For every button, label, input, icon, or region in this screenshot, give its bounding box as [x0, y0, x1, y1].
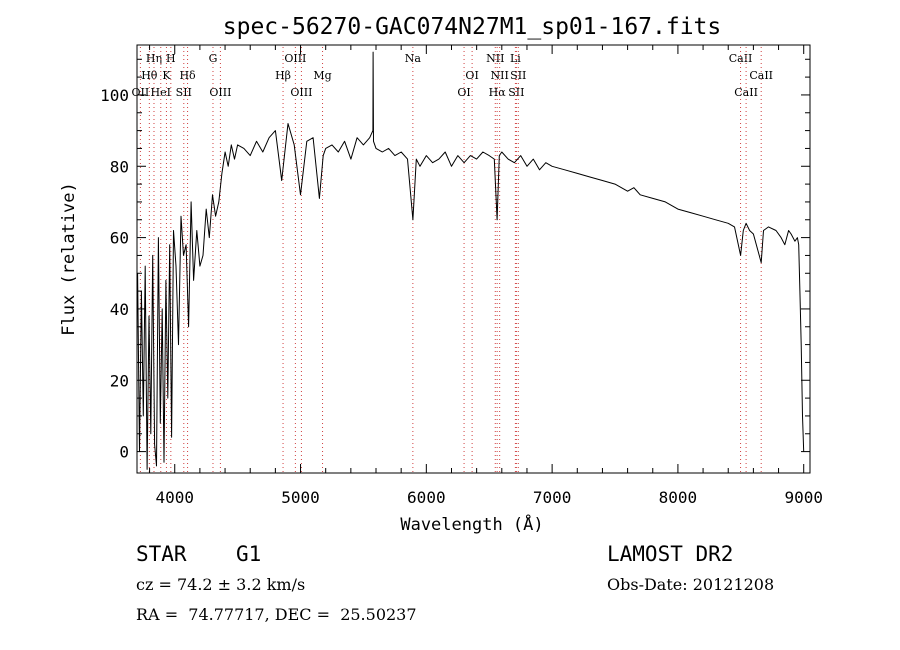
line-marker-label: OIII — [290, 86, 312, 99]
spectrum-series-line — [137, 51, 805, 470]
chart-title: spec-56270-GAC074N27M1_sp01-167.fits — [223, 14, 722, 40]
line-marker-label: NII — [486, 52, 504, 65]
line-marker-label: Na — [405, 52, 422, 65]
line-marker-label: SII — [508, 86, 524, 99]
x-axis-label: Wavelength (Å) — [400, 513, 543, 535]
line-marker-label: Mg — [313, 69, 331, 82]
line-marker-label: OI — [457, 86, 470, 99]
y-axis-label: Flux (relative) — [59, 182, 79, 336]
line-marker-label: OI — [465, 69, 478, 82]
x-tick-label: 4000 — [155, 488, 194, 507]
redshift-cz: cz = 74.2 ± 3.2 km/s — [136, 575, 306, 594]
x-axis: 4000 5000 6000 7000 8000 9000 — [149, 45, 823, 507]
plot-frame — [136, 44, 811, 474]
y-axis: 0 20 40 60 80 100 — [100, 58, 810, 462]
sky-coordinates: RA = 74.77717, DEC = 25.50237 — [136, 605, 417, 624]
line-marker-label: OIII — [209, 86, 231, 99]
x-tick-label: 9000 — [784, 488, 823, 507]
line-marker-label: Li — [510, 52, 521, 65]
line-marker-label: OII — [132, 86, 150, 99]
line-marker-label: SII — [176, 86, 192, 99]
y-tick-label: 20 — [110, 371, 129, 390]
y-tick-label: 40 — [110, 300, 129, 319]
x-tick-label: 5000 — [281, 488, 320, 507]
line-marker-label: Hη — [146, 52, 162, 65]
line-marker-label: K — [162, 69, 171, 82]
line-marker-label: Hβ — [275, 69, 291, 82]
line-marker-label: H — [166, 52, 176, 65]
line-marker-label: Hα — [489, 86, 507, 99]
y-tick-label: 0 — [119, 443, 129, 462]
y-tick-label: 100 — [100, 86, 129, 105]
line-marker-label: SII — [510, 69, 526, 82]
y-tick-label: 80 — [110, 157, 129, 176]
line-marker-label: G — [209, 52, 218, 65]
line-marker-label: Hδ — [179, 69, 196, 82]
x-tick-label: 6000 — [407, 488, 446, 507]
line-marker-label: HeI — [151, 86, 171, 99]
line-marker-label: OIII — [284, 52, 306, 65]
object-class: STAR — [136, 542, 187, 566]
emission-line-markers: OIIHθHηHeIKHSIIHδGOIIIHβOIIIOIIIMgNaOIOI… — [132, 47, 773, 473]
line-marker-label: NII — [491, 69, 509, 82]
line-marker-label: CaII — [729, 52, 753, 65]
line-marker-label: Hθ — [141, 69, 158, 82]
observation-date: Obs-Date: 20121208 — [607, 575, 775, 594]
object-subclass: G1 — [236, 542, 262, 566]
survey-name: LAMOST DR2 — [607, 542, 734, 566]
line-marker-label: CaII — [749, 69, 773, 82]
x-tick-label: 8000 — [659, 488, 698, 507]
line-marker-label: CaII — [734, 86, 758, 99]
y-tick-label: 60 — [110, 229, 129, 248]
x-tick-label: 7000 — [533, 488, 572, 507]
